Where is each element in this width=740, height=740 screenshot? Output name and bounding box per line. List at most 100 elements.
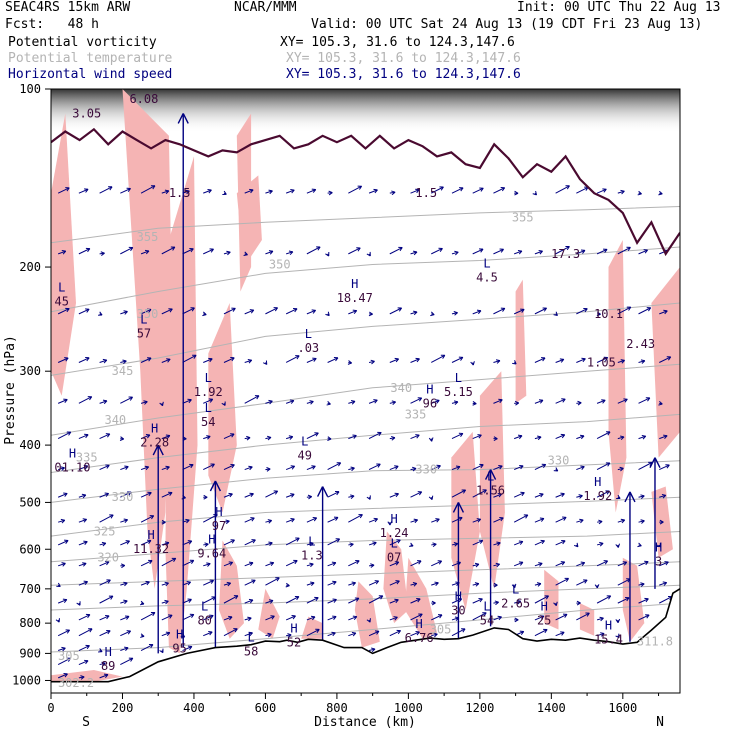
wind-vector [410,189,420,194]
wind-vector-head [81,493,87,499]
wind-vector [659,356,671,363]
wind-vector [244,562,254,567]
wind-vector [327,632,336,637]
wind-vector-head [396,539,401,544]
wind-vector [244,632,253,637]
wind-vector [576,186,589,194]
wind-vector-head [85,308,90,313]
wind-vector-head [387,521,393,526]
wind-vector [57,647,66,652]
organization: NCAR/MMM [234,0,297,15]
wind-vector-head [520,491,525,497]
wind-vector [182,613,195,621]
wind-vector-head [431,600,436,606]
wind-vector [348,597,360,604]
x-tick-label: 600 [255,701,277,715]
wind-vector [638,598,649,604]
isentrope-345 [51,302,680,376]
wind-vector-head [268,250,274,255]
wind-vector [617,519,625,523]
wind-vector-head [640,582,645,587]
extremum-value: 15.4 [594,633,623,647]
wind-vector-head [498,398,503,404]
wind-vector-head [332,580,337,586]
extremum-letter: H [351,277,358,291]
wind-vector-head [124,646,129,652]
wind-vector [431,560,442,567]
wind-vector-head [372,541,377,546]
wind-vector-head [661,493,667,499]
wind-vector [140,357,152,363]
wind-vector-head [374,630,380,635]
wind-vector [327,538,340,546]
wind-vector-head [540,539,545,545]
wind-vector [99,492,109,498]
wind-vector-head [124,465,129,470]
wind-vector-head [226,581,232,587]
wind-vector [348,560,360,567]
isentrope-label: 350 [269,257,291,271]
wind-vector-head [246,435,251,441]
wind-vector-head [168,491,173,497]
wind-vector-head [454,250,459,256]
wind-vector [57,657,71,666]
wind-vector [223,539,235,546]
wind-vector-head [479,187,484,192]
wind-vector-head [310,581,315,587]
wind-vector [120,466,129,471]
wind-vector-head [55,618,60,623]
wind-vector [203,579,214,586]
wind-vector-head [366,251,371,257]
wind-vector-head [187,645,193,650]
wind-vector-head [394,598,399,604]
wind-vector [348,616,357,621]
wind-vector-head [332,615,337,620]
wind-vector-head [168,308,173,313]
wind-vector-head [189,463,194,469]
wind-vector [120,647,129,652]
wind-vector-head [230,539,235,544]
wind-vector [78,357,90,363]
wind-vector [58,467,65,471]
wind-vector [638,307,651,315]
wind-vector [410,311,418,315]
wind-vector-head [84,188,89,193]
extremum-letter: L [201,600,208,614]
wind-vector [493,360,501,363]
wind-vector [389,561,399,567]
wind-vector-head [538,399,544,404]
wind-vector-head [145,580,150,586]
wind-vector-head [275,577,280,582]
wind-vector-head [576,600,581,606]
x-tick-label: 0 [47,701,54,715]
wind-vector [285,493,295,498]
wind-vector-head [147,491,152,497]
isentrope-label: 340 [390,381,412,395]
wind-vector-head [123,599,128,605]
wind-vector-head [580,249,586,254]
isentrope-label: 302.2 [58,676,94,690]
wind-vector-head [80,675,85,680]
wind-vector-head [416,598,421,603]
wind-vector [389,580,400,586]
wind-vector [140,401,148,404]
wind-vector-head [394,561,400,566]
wind-vector-head [563,613,568,618]
wind-vector [493,493,502,498]
wind-vector-head [409,542,414,547]
wind-vector-head [293,307,298,313]
extremum-value: 95 [172,642,186,656]
wind-vector-head [541,463,547,468]
wind-vector [555,398,566,404]
extremum-letter: L [483,600,490,614]
wind-vector [368,399,378,404]
wind-vector-head [287,633,292,638]
wind-vector-head [644,560,649,566]
extremum-value: 58 [244,645,258,659]
field-pv-name: Potential vorticity [8,35,157,50]
wind-vector-head [144,249,150,255]
wind-vector [659,561,669,567]
wind-vector-head [288,435,294,440]
extremum-value: 57 [137,326,151,340]
wind-vector-head [496,541,501,546]
